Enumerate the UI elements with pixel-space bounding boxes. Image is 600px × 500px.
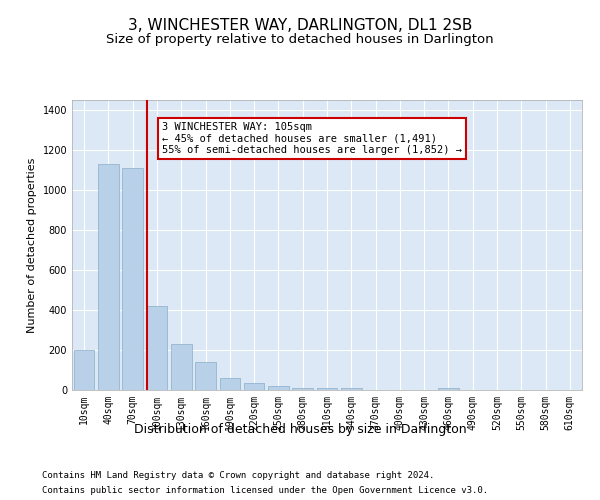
Bar [438, 388, 459, 390]
Text: Contains public sector information licensed under the Open Government Licence v3: Contains public sector information licen… [42, 486, 488, 495]
Bar [292, 388, 313, 390]
Bar [268, 386, 289, 390]
Text: Size of property relative to detached houses in Darlington: Size of property relative to detached ho… [106, 32, 494, 46]
Bar [146, 306, 167, 390]
Text: Contains HM Land Registry data © Crown copyright and database right 2024.: Contains HM Land Registry data © Crown c… [42, 471, 434, 480]
Y-axis label: Number of detached properties: Number of detached properties [27, 158, 37, 332]
Text: Distribution of detached houses by size in Darlington: Distribution of detached houses by size … [134, 422, 466, 436]
Bar [98, 164, 119, 390]
Bar [341, 388, 362, 390]
Bar [220, 378, 240, 390]
Bar [171, 344, 191, 390]
Text: 3 WINCHESTER WAY: 105sqm
← 45% of detached houses are smaller (1,491)
55% of sem: 3 WINCHESTER WAY: 105sqm ← 45% of detach… [162, 122, 462, 155]
Bar [244, 383, 265, 390]
Bar [122, 168, 143, 390]
Bar [74, 350, 94, 390]
Bar [317, 388, 337, 390]
Bar [195, 362, 216, 390]
Text: 3, WINCHESTER WAY, DARLINGTON, DL1 2SB: 3, WINCHESTER WAY, DARLINGTON, DL1 2SB [128, 18, 472, 32]
